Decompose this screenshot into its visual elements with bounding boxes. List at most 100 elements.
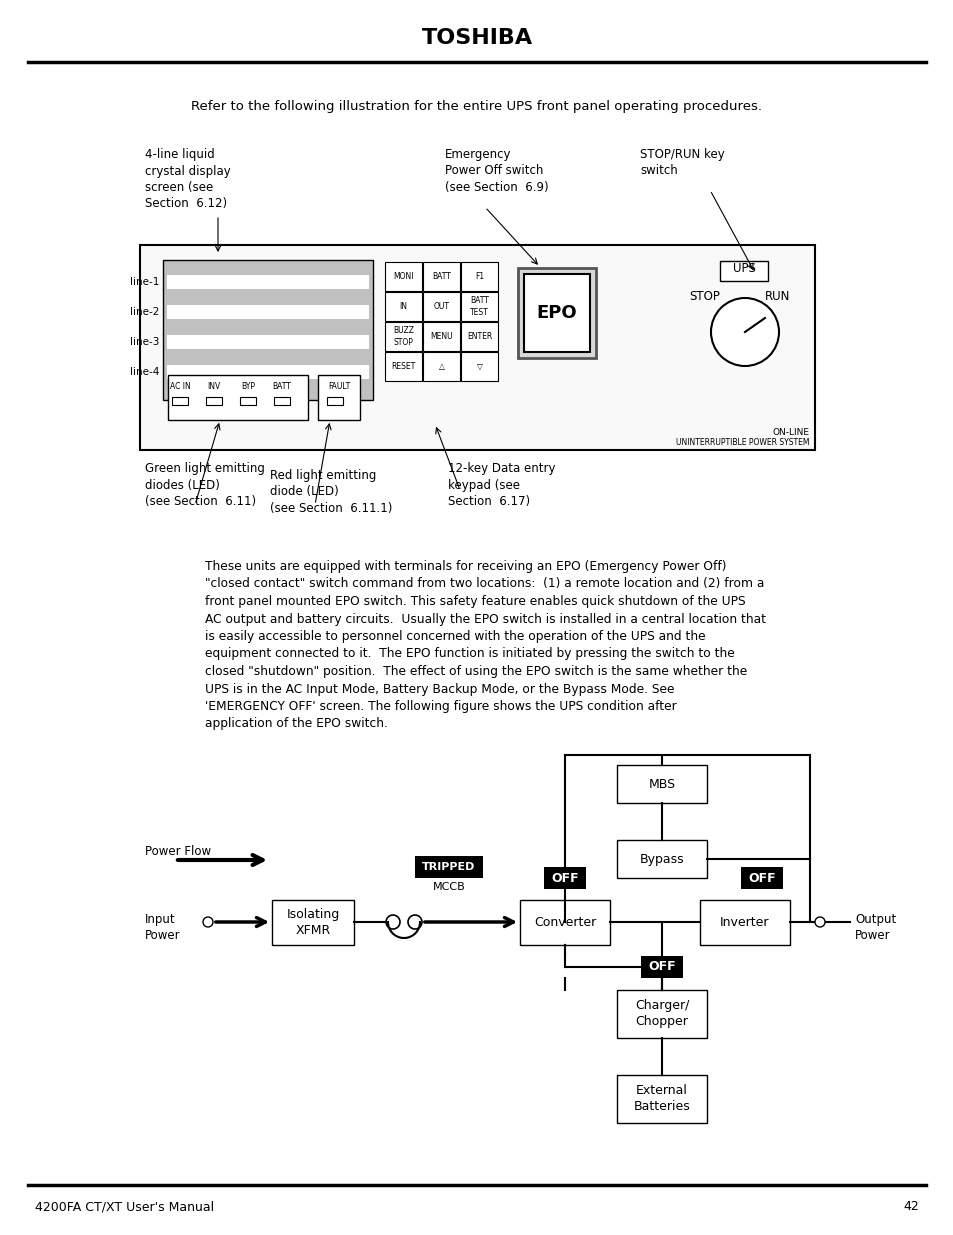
Text: Input
Power: Input Power — [145, 913, 180, 942]
Text: 4-line liquid
crystal display
screen (see
Section  6.12): 4-line liquid crystal display screen (se… — [145, 148, 231, 210]
Bar — [327, 396, 343, 405]
Text: OFF: OFF — [747, 872, 775, 884]
Text: Green light emitting
diodes (LED)
(see Section  6.11): Green light emitting diodes (LED) (see S… — [145, 462, 265, 508]
Text: equipment connected to it.  The EPO function is initiated by pressing the switch: equipment connected to it. The EPO funct… — [205, 647, 734, 661]
Bar — [523, 274, 589, 352]
Text: FAULT: FAULT — [328, 382, 350, 391]
Text: TRIPPED: TRIPPED — [422, 862, 476, 872]
Text: Bypass: Bypass — [639, 852, 683, 866]
Text: External
Batteries: External Batteries — [633, 1084, 690, 1114]
Text: line-4: line-4 — [130, 367, 159, 377]
Text: AC output and battery circuits.  Usually the EPO switch is installed in a centra: AC output and battery circuits. Usually … — [205, 613, 765, 625]
Bar — [519, 900, 609, 945]
Bar — [168, 375, 308, 420]
Text: line-3: line-3 — [130, 337, 159, 347]
Text: is easily accessible to personnel concerned with the operation of the UPS and th: is easily accessible to personnel concer… — [205, 630, 705, 643]
Text: BATT: BATT — [432, 272, 451, 282]
Text: Charger/
Chopper: Charger/ Chopper — [634, 999, 688, 1029]
Text: BATT: BATT — [273, 382, 291, 391]
Text: ON-LINE: ON-LINE — [772, 429, 809, 437]
Text: line-2: line-2 — [130, 308, 159, 317]
Text: ▽: ▽ — [476, 362, 482, 370]
Text: △: △ — [438, 362, 444, 370]
Bar — [720, 261, 767, 282]
Text: UPS: UPS — [732, 262, 755, 275]
Bar — [385, 262, 421, 291]
Bar — [422, 291, 459, 321]
Bar — [617, 764, 706, 803]
Text: STOP: STOP — [689, 290, 720, 303]
Bar — [415, 856, 482, 878]
Text: STOP/RUN key
switch: STOP/RUN key switch — [639, 148, 724, 178]
Text: OUT: OUT — [433, 303, 449, 311]
Bar — [460, 352, 497, 382]
Text: Isolating
XFMR: Isolating XFMR — [286, 908, 339, 937]
Text: OFF: OFF — [551, 872, 578, 884]
Text: UNINTERRUPTIBLE POWER SYSTEM: UNINTERRUPTIBLE POWER SYSTEM — [676, 438, 809, 447]
Bar — [385, 352, 421, 382]
Text: ENTER: ENTER — [466, 332, 492, 341]
Circle shape — [710, 298, 779, 366]
Text: RESET: RESET — [391, 362, 416, 370]
Bar — [274, 396, 290, 405]
Bar — [700, 900, 789, 945]
Text: BYP: BYP — [241, 382, 254, 391]
Text: OFF: OFF — [647, 961, 675, 973]
Bar — [740, 867, 782, 889]
Bar — [272, 900, 354, 945]
Text: F1: F1 — [475, 272, 483, 282]
Bar — [167, 305, 369, 319]
Bar — [140, 245, 814, 450]
Text: Inverter: Inverter — [720, 916, 769, 929]
Text: application of the EPO switch.: application of the EPO switch. — [205, 718, 388, 730]
Text: INV: INV — [207, 382, 220, 391]
Text: 'EMERGENCY OFF' screen. The following figure shows the UPS condition after: 'EMERGENCY OFF' screen. The following fi… — [205, 700, 676, 713]
Bar — [460, 262, 497, 291]
Text: AC IN: AC IN — [170, 382, 191, 391]
Text: Power Flow: Power Flow — [145, 845, 211, 858]
Text: Emergency
Power Off switch
(see Section  6.9): Emergency Power Off switch (see Section … — [444, 148, 548, 194]
Bar — [167, 275, 369, 289]
Bar — [167, 366, 369, 379]
Text: 12-key Data entry
keypad (see
Section  6.17): 12-key Data entry keypad (see Section 6.… — [448, 462, 555, 508]
Circle shape — [203, 918, 213, 927]
Text: EPO: EPO — [537, 304, 577, 322]
Bar — [163, 261, 373, 400]
Bar — [385, 322, 421, 351]
Bar — [240, 396, 255, 405]
Bar — [460, 322, 497, 351]
Text: closed "shutdown" position.  The effect of using the EPO switch is the same whet: closed "shutdown" position. The effect o… — [205, 664, 746, 678]
Text: TOSHIBA: TOSHIBA — [421, 28, 532, 48]
Bar — [385, 291, 421, 321]
Bar — [460, 291, 497, 321]
Text: 42: 42 — [902, 1200, 918, 1213]
Bar — [617, 1074, 706, 1123]
Text: Refer to the following illustration for the entire UPS front panel operating pro: Refer to the following illustration for … — [192, 100, 761, 112]
Text: IN: IN — [399, 303, 407, 311]
Bar — [422, 352, 459, 382]
Bar — [543, 867, 585, 889]
Bar — [617, 990, 706, 1037]
Text: Red light emitting
diode (LED)
(see Section  6.11.1): Red light emitting diode (LED) (see Sect… — [270, 469, 392, 515]
Bar — [422, 322, 459, 351]
Text: "closed contact" switch command from two locations:  (1) a remote location and (: "closed contact" switch command from two… — [205, 578, 763, 590]
Text: MONI: MONI — [393, 272, 414, 282]
Text: line-1: line-1 — [130, 277, 159, 287]
Text: UPS is in the AC Input Mode, Battery Backup Mode, or the Bypass Mode. See: UPS is in the AC Input Mode, Battery Bac… — [205, 683, 674, 695]
Circle shape — [814, 918, 824, 927]
Text: MCCB: MCCB — [432, 882, 465, 892]
Bar — [206, 396, 222, 405]
Bar — [617, 840, 706, 878]
Bar — [317, 375, 359, 420]
Bar — [517, 268, 596, 358]
Text: RUN: RUN — [764, 290, 790, 303]
Text: BATT
TEST: BATT TEST — [470, 296, 489, 316]
Bar — [422, 262, 459, 291]
Text: Converter: Converter — [534, 916, 596, 929]
Circle shape — [408, 915, 421, 929]
Text: MBS: MBS — [648, 778, 675, 790]
Text: MENU: MENU — [430, 332, 453, 341]
Text: front panel mounted EPO switch. This safety feature enables quick shutdown of th: front panel mounted EPO switch. This saf… — [205, 595, 745, 608]
Circle shape — [386, 915, 399, 929]
Text: These units are equipped with terminals for receiving an EPO (Emergency Power Of: These units are equipped with terminals … — [205, 559, 726, 573]
